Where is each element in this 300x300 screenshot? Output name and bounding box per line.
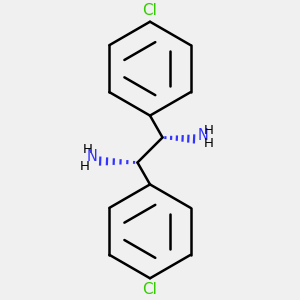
Text: Cl: Cl	[142, 3, 158, 18]
Text: H: H	[82, 142, 92, 156]
Text: H: H	[204, 137, 214, 150]
Text: N: N	[198, 128, 208, 143]
Text: N: N	[87, 149, 98, 164]
Text: H: H	[204, 124, 214, 137]
Text: H: H	[80, 160, 89, 173]
Text: Cl: Cl	[142, 282, 158, 297]
